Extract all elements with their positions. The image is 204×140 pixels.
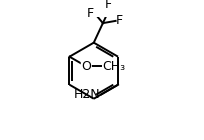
- Text: F: F: [116, 14, 123, 27]
- Text: F: F: [87, 7, 94, 20]
- Text: CH₃: CH₃: [102, 60, 125, 73]
- Text: F: F: [105, 0, 112, 11]
- Text: H2N: H2N: [74, 88, 101, 101]
- Text: O: O: [81, 60, 91, 73]
